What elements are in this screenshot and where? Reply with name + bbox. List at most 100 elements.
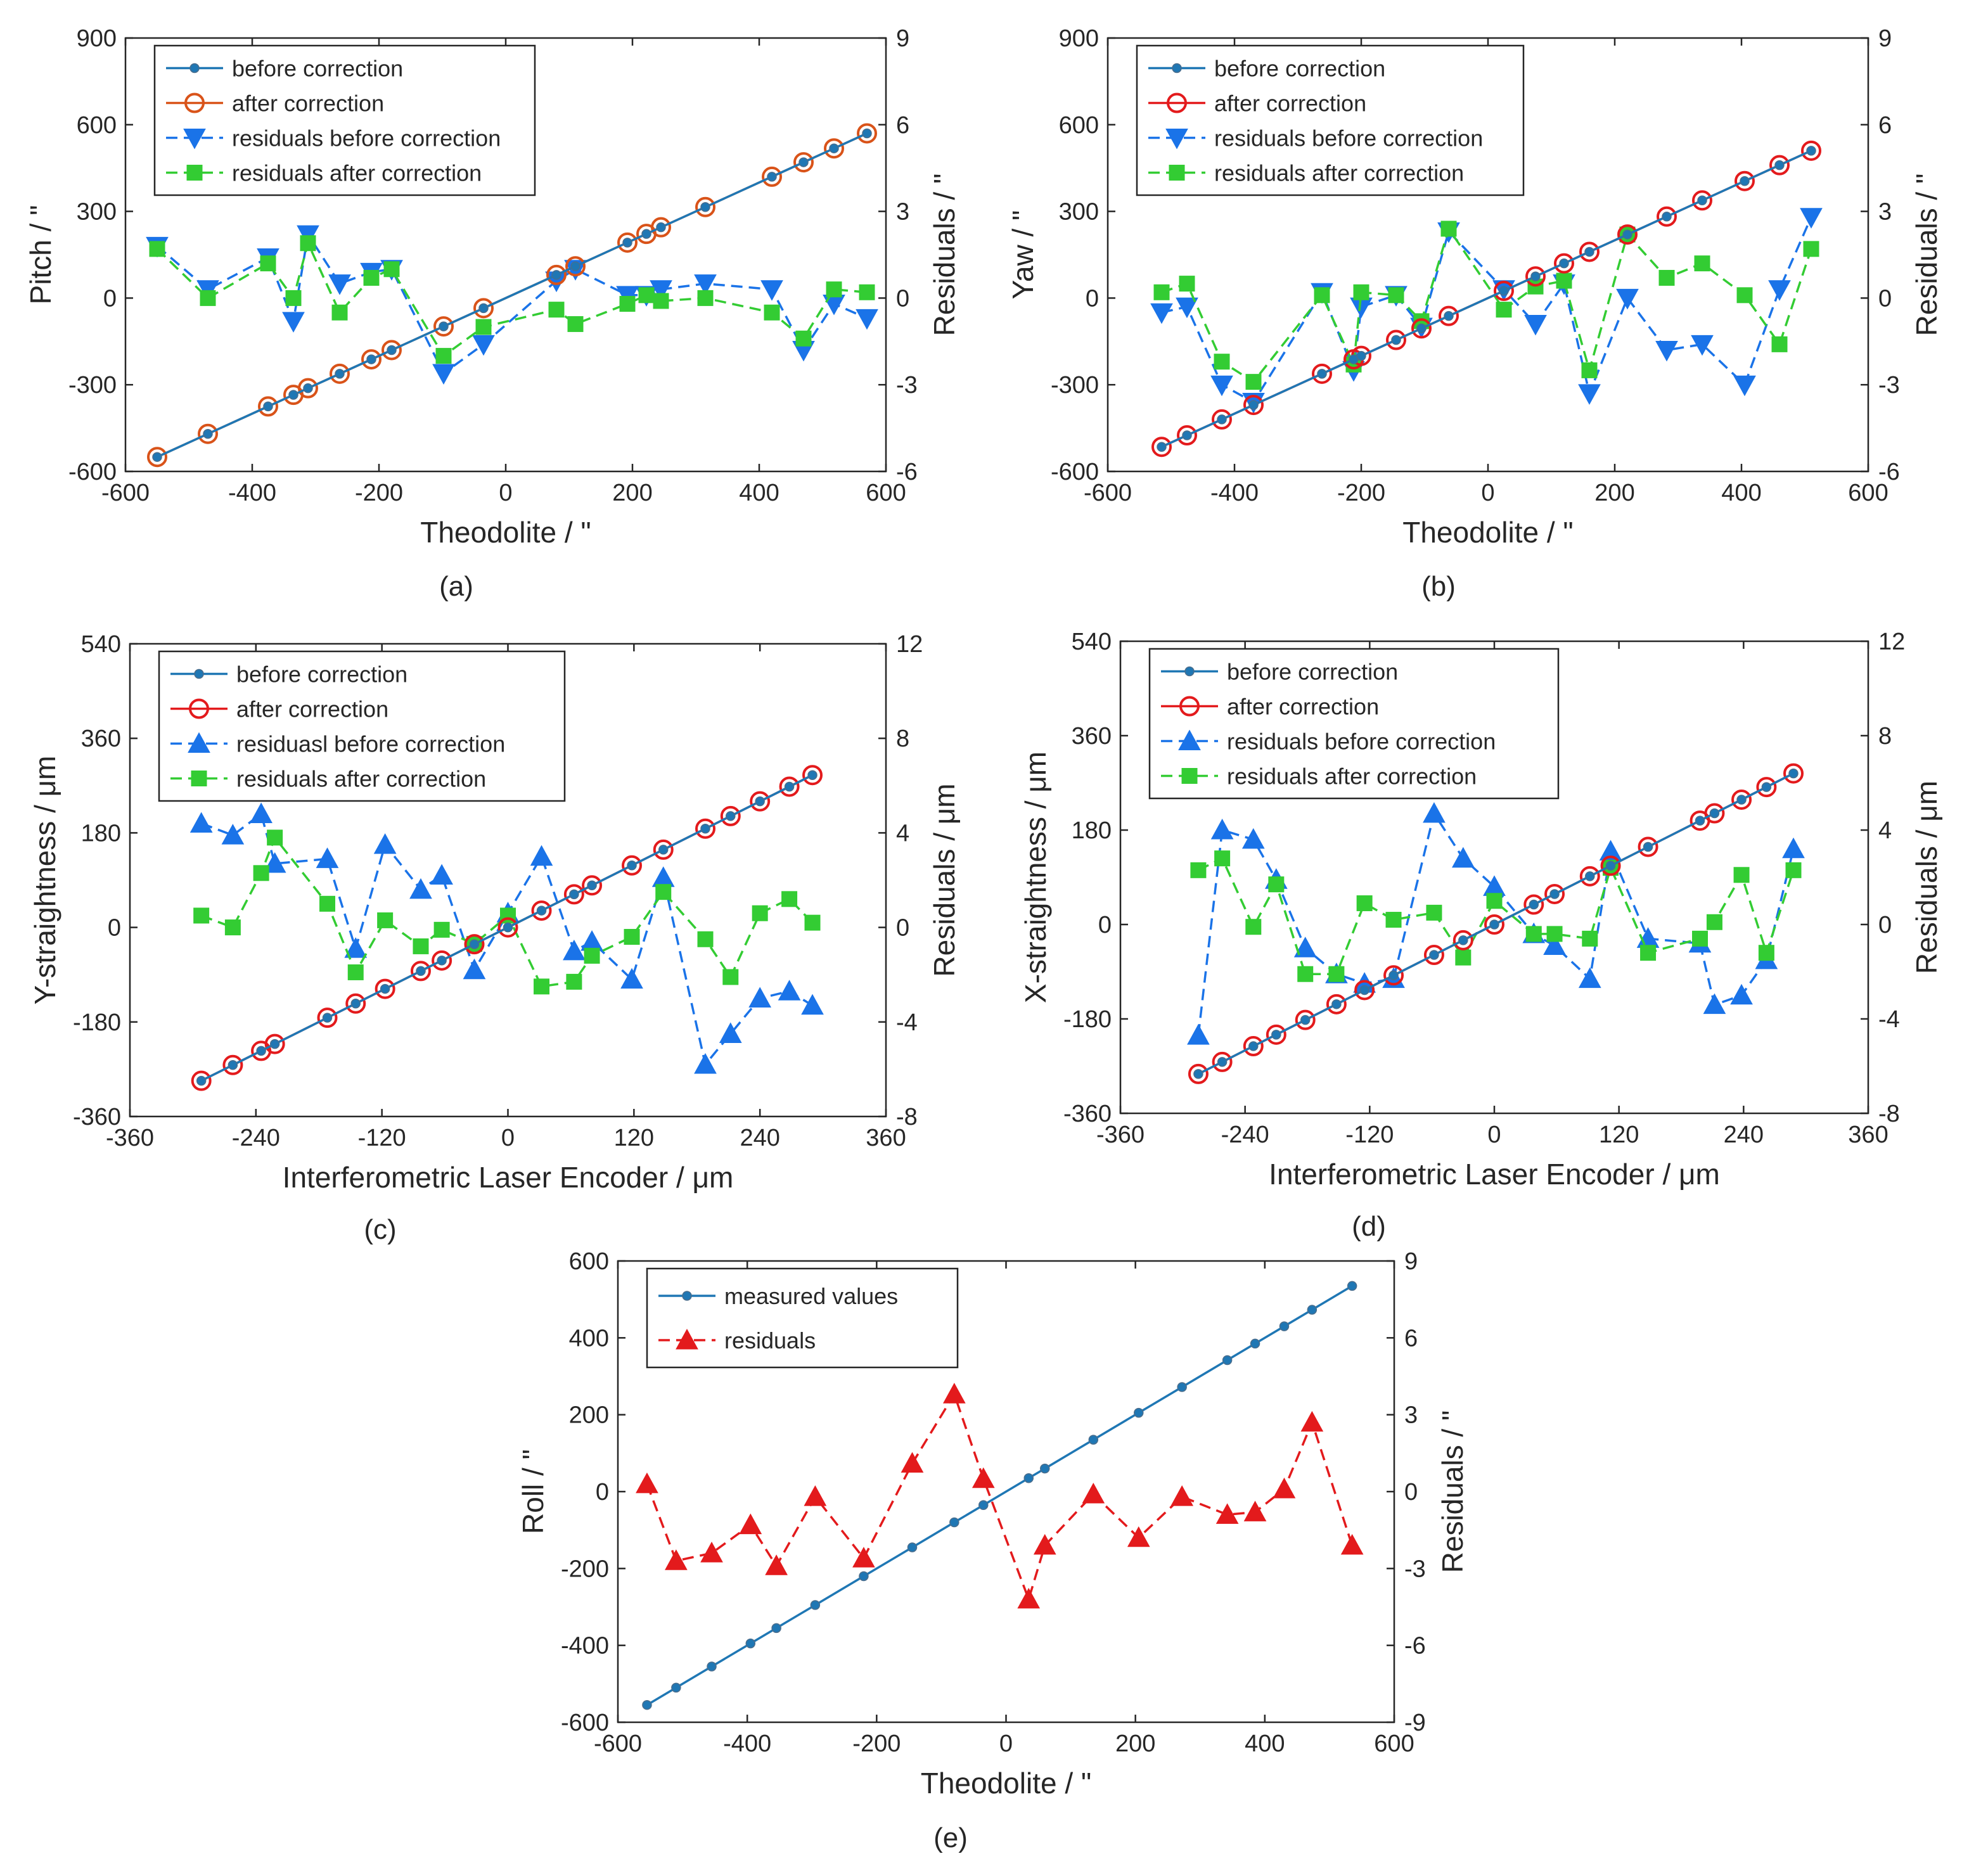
data-point [1388, 287, 1404, 304]
legend-label: residuals before correction [1214, 125, 1483, 151]
x-tick-label: 600 [866, 480, 906, 506]
data-point [1157, 442, 1167, 452]
data-point [1544, 883, 1565, 904]
y-tick-label: 360 [1072, 723, 1112, 750]
legend-marker [1165, 129, 1188, 150]
data-point [1523, 894, 1544, 915]
legend-label: before correction [1227, 659, 1398, 685]
data-point [191, 1070, 212, 1091]
chart-b: -600 -400 -200 0 200 400 600 -600 -300 0 300 600 900… [1006, 25, 1943, 602]
data-point [642, 1699, 652, 1710]
data-point [762, 166, 782, 187]
data-point [463, 958, 486, 980]
panel-caption: (c) [364, 1214, 396, 1245]
data-point [464, 934, 485, 955]
data-point [263, 852, 286, 873]
legend-label: residuals after correction [1227, 764, 1477, 790]
data-point [641, 229, 651, 239]
data-point [373, 833, 397, 854]
data-point [322, 1013, 333, 1023]
data-point [781, 891, 798, 907]
data-point [267, 829, 283, 846]
data-point [778, 980, 801, 1001]
data-point [1658, 269, 1675, 286]
data-point [300, 235, 316, 252]
data-point [1543, 934, 1566, 956]
data-point [722, 969, 739, 985]
data-point [1554, 253, 1574, 274]
data-point [345, 993, 366, 1014]
data-point [347, 964, 364, 980]
y-axis-label: X-straightness / μm [1019, 752, 1052, 1003]
data-point [1241, 828, 1265, 849]
legend-label: residuasl before correction [236, 731, 505, 757]
data-point [1756, 777, 1777, 798]
data-point [807, 770, 818, 780]
data-point [147, 447, 167, 468]
y2-axis-label: Residuals / μm [1910, 781, 1943, 974]
data-point [1692, 190, 1712, 211]
data-point [1188, 1063, 1209, 1084]
y2-tick-label: 6 [1404, 1325, 1418, 1352]
data-point [1691, 335, 1714, 356]
legend: before correction after correction residua… [1136, 44, 1525, 196]
panel-caption: (b) [1421, 571, 1456, 602]
data-point [665, 1549, 688, 1570]
data-point [1331, 999, 1342, 1009]
data-point [1695, 816, 1705, 826]
data-point [565, 256, 586, 277]
y-tick-label: -180 [1063, 1006, 1112, 1033]
data-point [739, 1513, 762, 1535]
data-point [650, 280, 672, 301]
data-point [1458, 935, 1468, 945]
data-point [1214, 354, 1230, 370]
data-point [1530, 271, 1541, 281]
data-point [1082, 1483, 1105, 1504]
data-point [1499, 286, 1509, 296]
x-tick-label: -200 [1337, 480, 1385, 506]
series-residuals-after-correction [193, 829, 821, 995]
series-residuals-after-correction [149, 235, 875, 364]
x-tick-label: 0 [1481, 480, 1494, 506]
data-point [410, 961, 431, 982]
y2-tick-label: 9 [1404, 1248, 1418, 1275]
data-point [793, 152, 814, 173]
x-tick-label: 360 [866, 1125, 906, 1151]
data-point [829, 143, 839, 153]
y-tick-label: 540 [1072, 629, 1112, 655]
x-tick-label: 360 [1848, 1122, 1888, 1148]
legend-marker [1184, 666, 1195, 677]
data-point [627, 860, 637, 871]
series-line [1161, 150, 1812, 448]
chart-a: -600 -400 -200 0 200 400 600 -600 -300 0 300 600 900… [24, 25, 961, 602]
data-point [409, 878, 432, 899]
data-point [1385, 912, 1402, 928]
legend-marker [1181, 768, 1198, 784]
data-point [531, 900, 552, 921]
data-point [1697, 195, 1707, 206]
data-point [656, 222, 666, 233]
data-point [1556, 272, 1572, 289]
data-point [1151, 437, 1172, 457]
data-point [1295, 1009, 1316, 1030]
y-tick-label: -200 [561, 1556, 609, 1582]
series-before-correction [1157, 146, 1816, 452]
data-point [1134, 1407, 1144, 1418]
legend-label: before correction [1214, 56, 1385, 82]
y-tick-label: 0 [1086, 285, 1099, 312]
legend-box [158, 650, 566, 802]
data-point [1416, 323, 1427, 334]
data-point [1243, 395, 1264, 416]
y-tick-label: 900 [77, 25, 117, 52]
series-line [1197, 810, 1795, 1036]
data-point [1489, 919, 1499, 930]
data-point [1600, 855, 1621, 876]
data-point [620, 968, 643, 989]
y2-axis-label: Residuals / " [928, 174, 961, 336]
y2-tick-label: 8 [1878, 723, 1892, 750]
legend-marker [189, 63, 200, 74]
data-point [771, 1623, 781, 1634]
y2-tick-label: -8 [896, 1104, 918, 1130]
y-axis-label: Roll / " [516, 1449, 549, 1534]
data-point [1127, 1526, 1150, 1547]
